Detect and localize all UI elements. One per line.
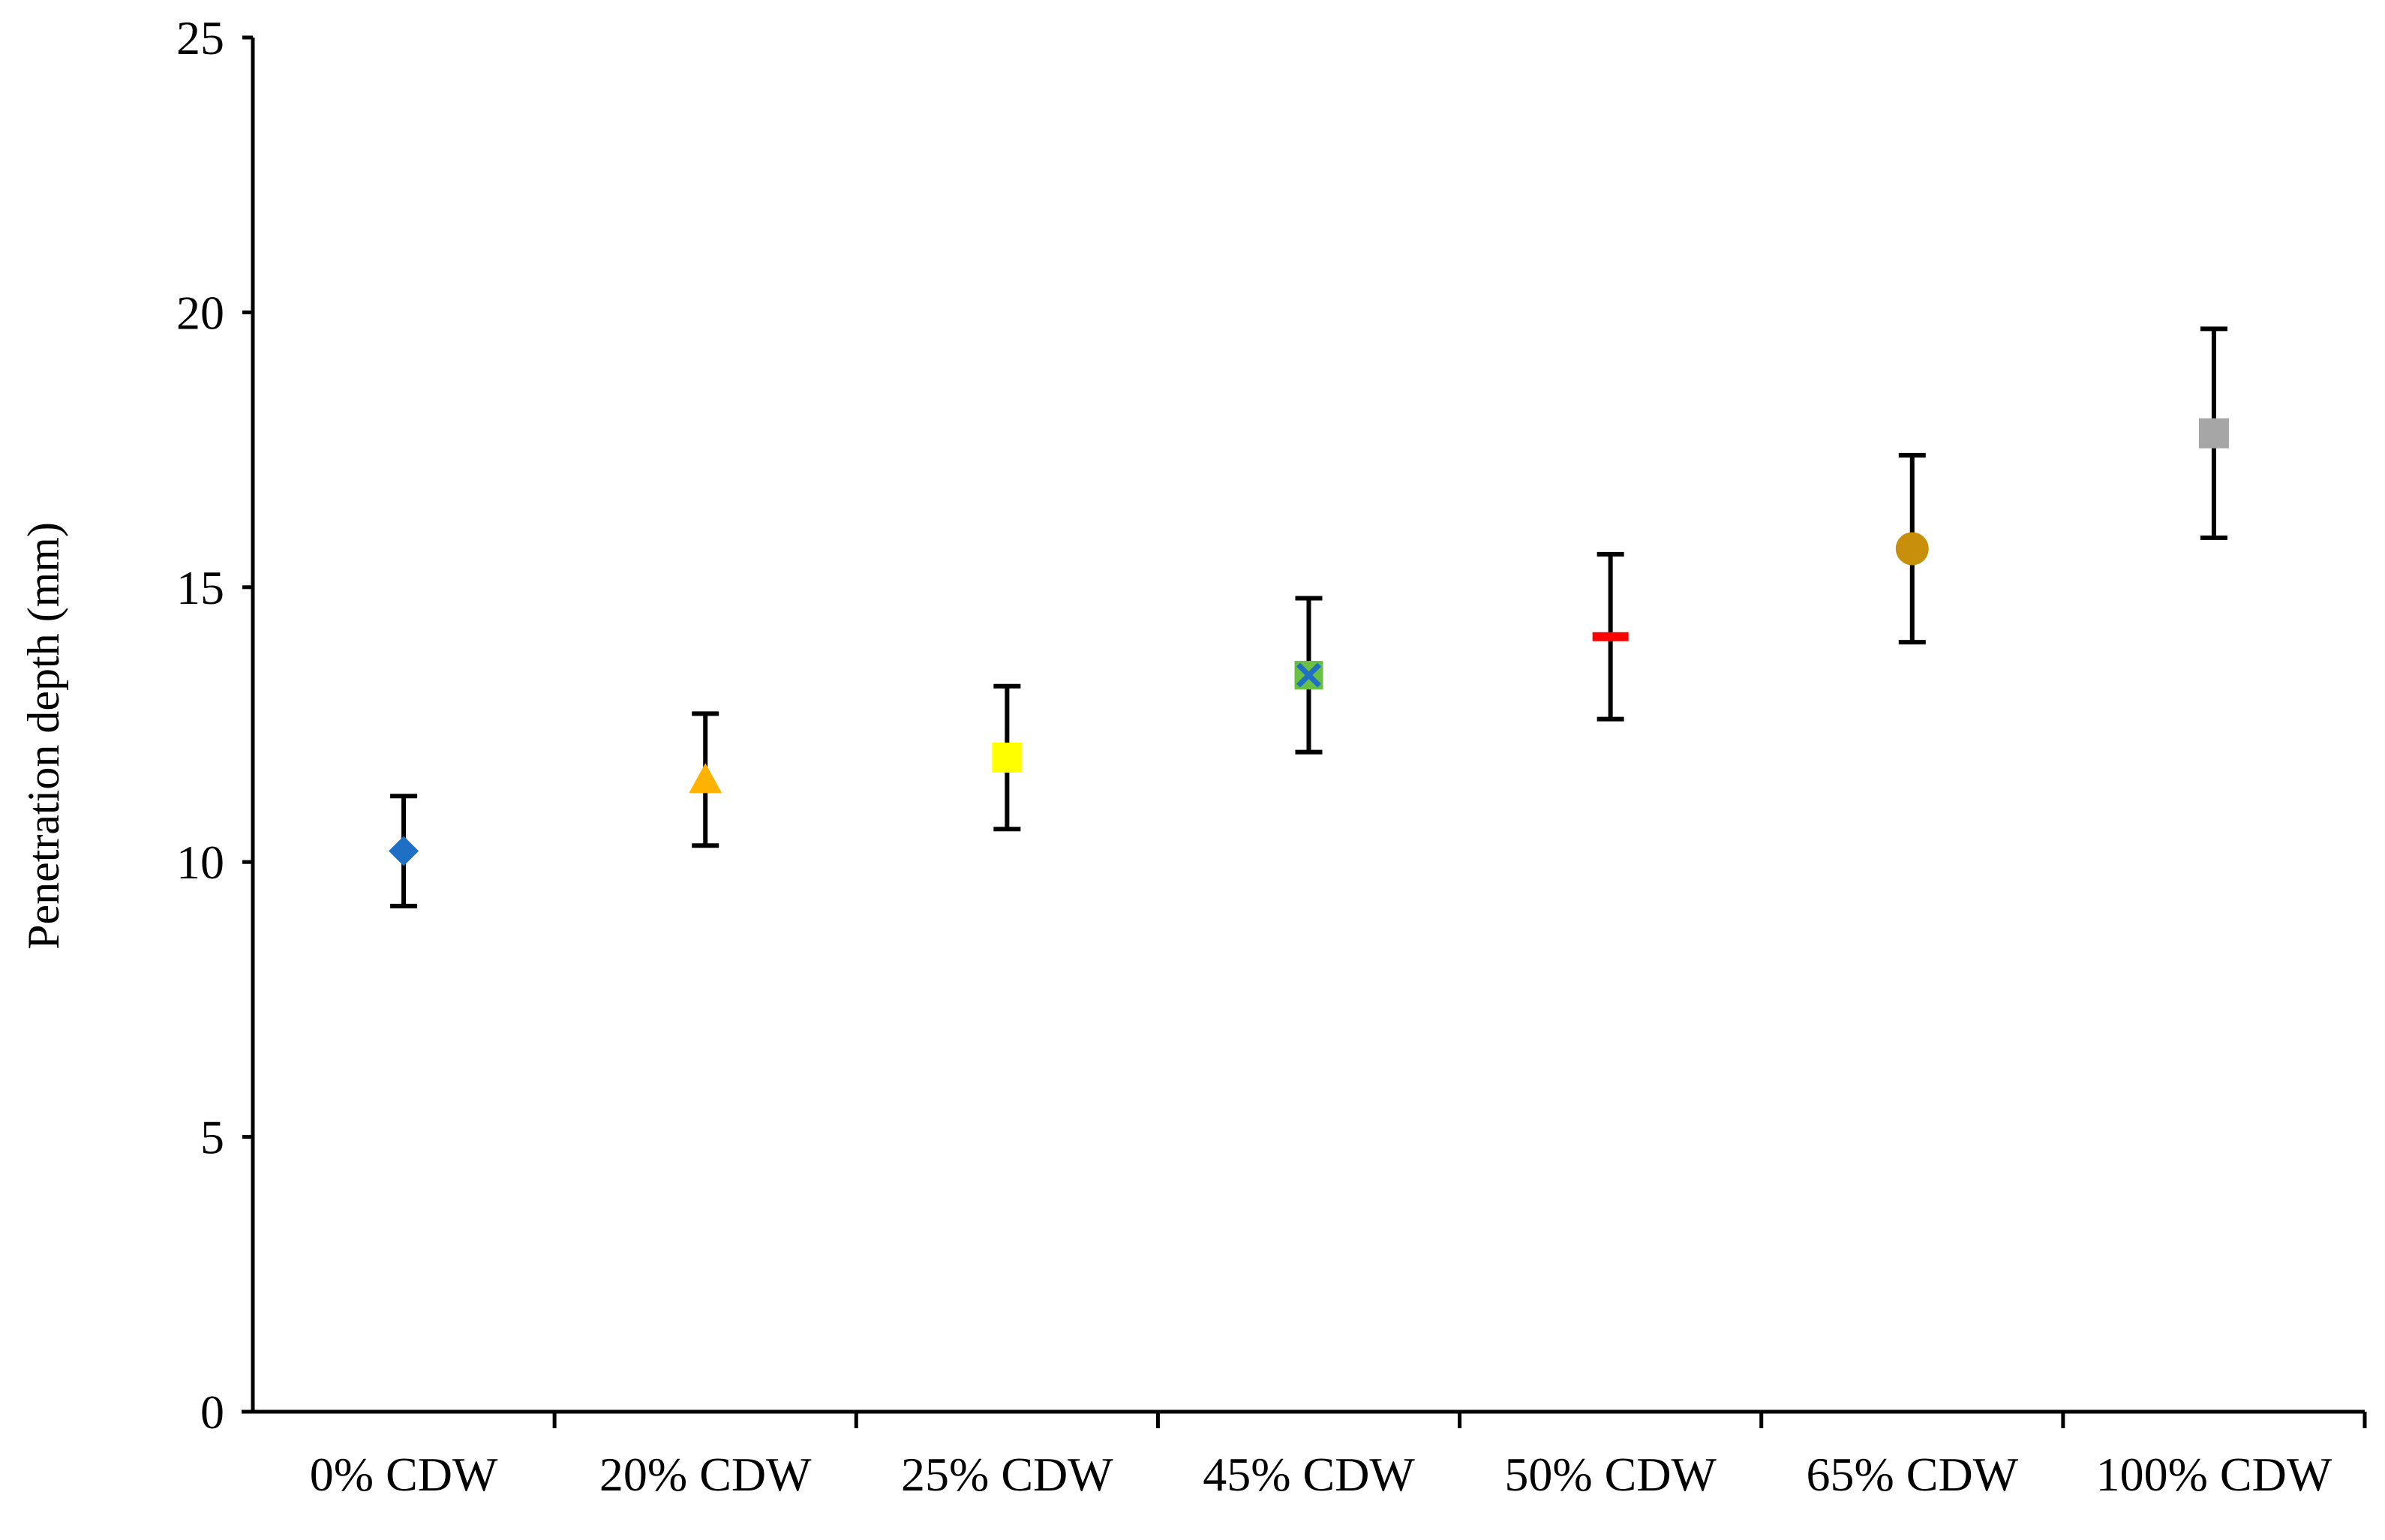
y-tick-label: 0 <box>200 1385 224 1439</box>
x-ticks: 0% CDW 20% CDW 25% CDW 45% CDW 50% CDW 65% CD… <box>310 1412 2367 1501</box>
x-tick-label: 50% CDW <box>1504 1448 1717 1501</box>
y-ticks: 0 5 10 15 20 25 <box>176 11 253 1439</box>
x-tick-label: 0% CDW <box>310 1448 498 1501</box>
error-bars <box>390 326 2227 908</box>
y-tick-label: 20 <box>176 286 224 339</box>
data-point-dash <box>1592 632 1629 641</box>
data-point-diamond <box>389 836 419 866</box>
y-tick-label: 25 <box>176 11 224 65</box>
data-point-triangle <box>689 763 722 794</box>
y-tick-label: 10 <box>176 836 224 889</box>
x-tick-label: 65% CDW <box>1806 1448 2018 1501</box>
data-point-cross <box>1296 662 1321 688</box>
data-point-square <box>2198 418 2229 449</box>
x-tick-label: 45% CDW <box>1203 1448 1415 1501</box>
data-point-square <box>992 742 1023 773</box>
y-tick-label: 5 <box>200 1111 224 1164</box>
y-axis-label: Penetration depth (mm) <box>19 522 68 950</box>
y-tick-label: 15 <box>176 561 224 614</box>
x-tick-label: 100% CDW <box>2096 1448 2332 1501</box>
x-tick-label: 20% CDW <box>599 1448 812 1501</box>
x-tick-label: 25% CDW <box>901 1448 1113 1501</box>
data-point-circle <box>1895 532 1929 566</box>
data-markers <box>389 418 2229 866</box>
